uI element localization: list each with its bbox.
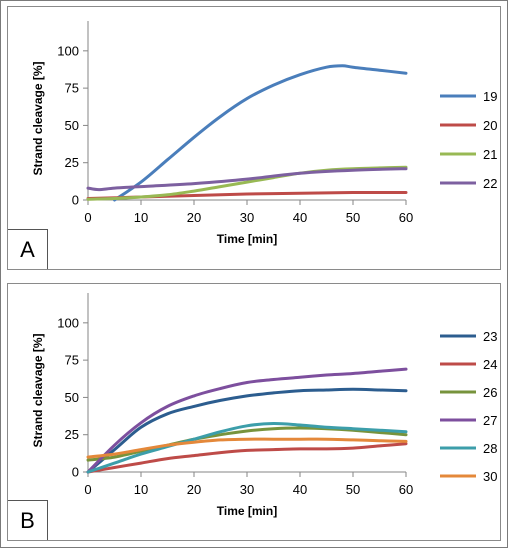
y-axis-title: Strand cleavage [%]	[31, 333, 45, 447]
series-line-30	[86, 437, 408, 459]
y-tick-label: 0	[72, 465, 79, 480]
legend-label-20: 20	[483, 118, 497, 133]
y-tick-label: 50	[65, 390, 79, 405]
panel-label-b: B	[8, 500, 48, 540]
legend-label-27: 27	[483, 413, 497, 428]
x-tick-label: 0	[84, 210, 91, 225]
x-tick-label: 60	[399, 482, 413, 497]
x-tick-label: 20	[187, 482, 201, 497]
series-line-24	[86, 442, 408, 474]
y-tick-label: 50	[65, 118, 79, 133]
legend-label-22: 22	[483, 176, 497, 191]
y-tick-label: 100	[57, 315, 79, 330]
x-tick-label: 30	[240, 482, 254, 497]
chart-a-svg: 0 25 50 75 100 0 10 20 30 40 50 60 Time [min] Strand …	[31, 21, 497, 246]
series-line-23	[86, 387, 408, 474]
x-tick-label: 40	[293, 210, 307, 225]
x-tick-label: 50	[346, 210, 360, 225]
x-tick-label: 0	[84, 482, 91, 497]
y-tick-label: 25	[65, 427, 79, 442]
legend-label-21: 21	[483, 147, 497, 162]
legend-label-19: 19	[483, 89, 497, 104]
y-tick-label: 75	[65, 353, 79, 368]
panel-label-a: A	[8, 229, 48, 269]
series-line-27	[86, 367, 408, 474]
x-tick-label: 60	[399, 210, 413, 225]
y-tick-label: 75	[65, 81, 79, 96]
chart-panel-a: 0 25 50 75 100 0 10 20 30 40 50 60 Time [min] Strand …	[7, 6, 501, 270]
legend-label-23: 23	[483, 329, 497, 344]
legend-label-28: 28	[483, 441, 497, 456]
x-tick-label: 10	[134, 482, 148, 497]
chart-panel-b: 0 25 50 75 100 0 10 20 30 40 50 60 Time [min] Strand …	[7, 283, 501, 541]
x-tick-label: 30	[240, 210, 254, 225]
series-line-22	[86, 167, 408, 192]
x-tick-label: 40	[293, 482, 307, 497]
legend-label-26: 26	[483, 385, 497, 400]
series-line-19	[113, 64, 408, 202]
y-tick-label: 0	[72, 193, 79, 208]
x-axis-title: Time [min]	[217, 232, 277, 246]
legend-label-30: 30	[483, 469, 497, 484]
x-tick-label: 20	[187, 210, 201, 225]
y-axis-title: Strand cleavage [%]	[31, 61, 45, 175]
y-tick-label: 100	[57, 43, 79, 58]
y-tick-label: 25	[65, 155, 79, 170]
x-tick-label: 50	[346, 482, 360, 497]
legend-label-24: 24	[483, 357, 497, 372]
x-tick-label: 10	[134, 210, 148, 225]
series-line-28	[86, 421, 408, 474]
x-axis-title: Time [min]	[217, 504, 277, 518]
chart-b-svg: 0 25 50 75 100 0 10 20 30 40 50 60 Time [min] Strand …	[31, 293, 497, 518]
